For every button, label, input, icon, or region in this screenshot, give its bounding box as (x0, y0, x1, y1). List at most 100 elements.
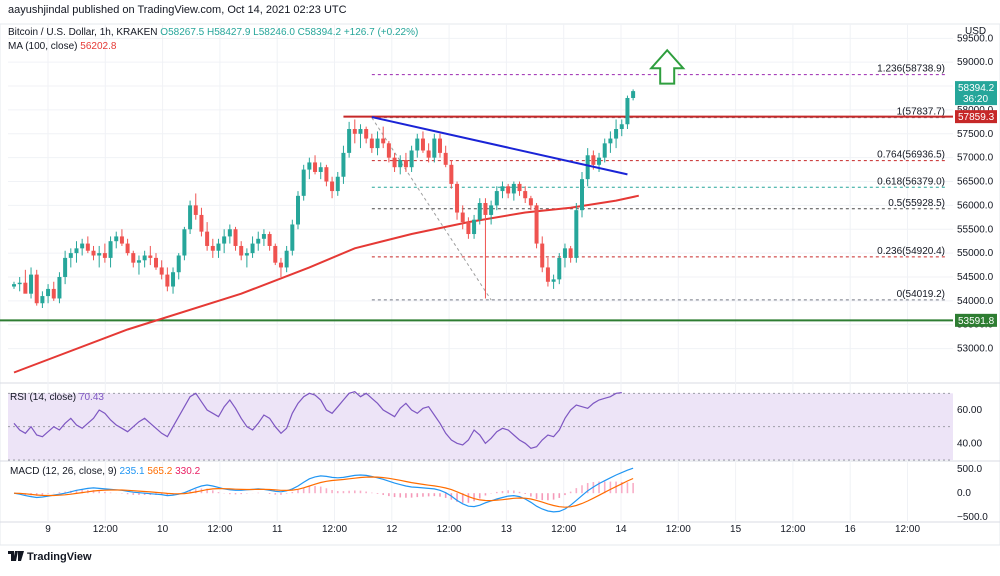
candle-body (528, 198, 533, 206)
candle (102, 243, 107, 263)
candle-body (40, 296, 45, 304)
resistance-price-label-text: 57859.3 (958, 112, 995, 123)
ma-legend-label: MA (100, close) (8, 41, 78, 52)
candle-body (443, 152, 448, 165)
candle-body (585, 155, 590, 180)
candle (528, 195, 533, 211)
candle (585, 148, 590, 187)
candle-body (114, 236, 119, 242)
candle (301, 164, 306, 201)
candle-body (347, 129, 352, 153)
symbol-label: Bitcoin / U.S. Dollar, 1h, KRAKEN (8, 27, 158, 38)
candle-body (256, 238, 261, 244)
candle (250, 236, 255, 258)
x-tick-label: 15 (730, 524, 742, 535)
candle (74, 241, 79, 263)
candle-body (341, 152, 346, 177)
candle-body (381, 138, 386, 144)
candle (574, 203, 579, 263)
candle (489, 200, 494, 225)
y-tick-label: 54500.0 (957, 272, 994, 283)
candle (176, 253, 181, 280)
candle (51, 281, 56, 301)
candle-body (608, 138, 613, 144)
x-tick-label: 13 (501, 524, 513, 535)
candle (619, 119, 624, 137)
candle-body (46, 288, 51, 297)
candle-body (131, 253, 136, 263)
candle-body (188, 205, 193, 230)
fib-level-label: 0.764(56936.5) (877, 150, 945, 161)
candle-body (631, 91, 636, 98)
candle-body (290, 224, 295, 251)
candle-body (296, 195, 300, 225)
candle (420, 131, 425, 153)
x-tick-label: 10 (157, 524, 169, 535)
candle (205, 222, 210, 251)
currency-label: USD (965, 26, 987, 37)
candle-body (210, 245, 215, 251)
candle-body (51, 288, 56, 299)
macd-signal-line (13, 476, 634, 508)
candle-body (193, 205, 198, 215)
candle-body (244, 253, 249, 256)
x-tick-label: 11 (272, 524, 283, 535)
y-tick-label: 56000.0 (957, 200, 994, 211)
high-value: H58427.9 (207, 27, 251, 38)
moving-average (13, 194, 640, 374)
x-tick-label: 12:00 (551, 524, 576, 535)
rsi-legend: RSI (14, close) 70.43 (10, 392, 104, 403)
candle (330, 176, 335, 199)
candle-body (511, 183, 516, 194)
fib-connector (371, 117, 492, 301)
candle (261, 229, 266, 246)
candle-body (364, 129, 369, 139)
y-tick-label: 59000.0 (957, 57, 994, 68)
candle (460, 205, 465, 230)
candle-body (602, 143, 607, 158)
x-tick-label: 12:00 (93, 524, 118, 535)
candle-body (199, 214, 204, 232)
ohlc-legend: Bitcoin / U.S. Dollar, 1h, KRAKEN O58267… (8, 27, 418, 38)
candle-body (591, 155, 596, 165)
candle (568, 245, 573, 263)
macd-tick-label: −500.0 (957, 512, 988, 523)
candle-body (29, 274, 34, 294)
candle-body (386, 143, 391, 158)
x-tick-label: 9 (45, 524, 51, 535)
x-tick-label: 12:00 (780, 524, 805, 535)
candle-body (534, 205, 539, 244)
candle (267, 231, 272, 251)
support-price-label (955, 313, 997, 327)
candle (580, 171, 584, 218)
candle-body (233, 229, 238, 246)
candle (608, 131, 613, 153)
candle (443, 145, 448, 168)
ma-legend-value: 56202.8 (80, 41, 117, 52)
candle (154, 253, 158, 270)
candle-body (449, 164, 454, 184)
macd-legend-macd: 235.1 (119, 466, 145, 477)
ma100-line (13, 194, 640, 374)
candle (557, 253, 562, 285)
candle-body (432, 138, 437, 158)
rsi-legend-value: 70.43 (78, 392, 104, 403)
y-tick-label: 57500.0 (957, 129, 994, 140)
candle (318, 162, 323, 180)
candle-body (409, 150, 414, 168)
candle-body (455, 183, 460, 213)
candle (324, 164, 329, 187)
candle (210, 238, 215, 258)
x-tick-label: 12:00 (207, 524, 232, 535)
candle (483, 198, 488, 299)
candle (17, 276, 22, 292)
candle-body (523, 191, 528, 199)
candle (432, 133, 437, 163)
x-tick-label: 14 (615, 524, 627, 535)
candle-body (506, 186, 511, 194)
fib-level-label: 0.5(55928.5) (888, 198, 945, 209)
candle-body (375, 138, 380, 149)
candle-body (352, 129, 357, 134)
candle-body (460, 212, 465, 223)
